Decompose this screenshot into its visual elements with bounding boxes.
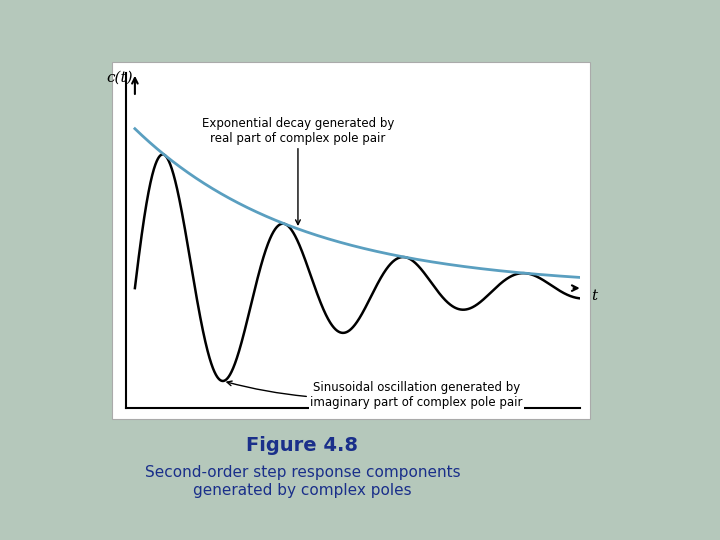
Text: Sinusoidal oscillation generated by
imaginary part of complex pole pair: Sinusoidal oscillation generated by imag… <box>227 381 523 409</box>
Text: Second-order step response components
generated by complex poles: Second-order step response components ge… <box>145 465 460 498</box>
Text: t: t <box>591 289 598 303</box>
Text: Figure 4.8: Figure 4.8 <box>246 436 359 455</box>
Text: c(t): c(t) <box>107 71 133 85</box>
Text: Exponential decay generated by
real part of complex pole pair: Exponential decay generated by real part… <box>202 117 394 225</box>
